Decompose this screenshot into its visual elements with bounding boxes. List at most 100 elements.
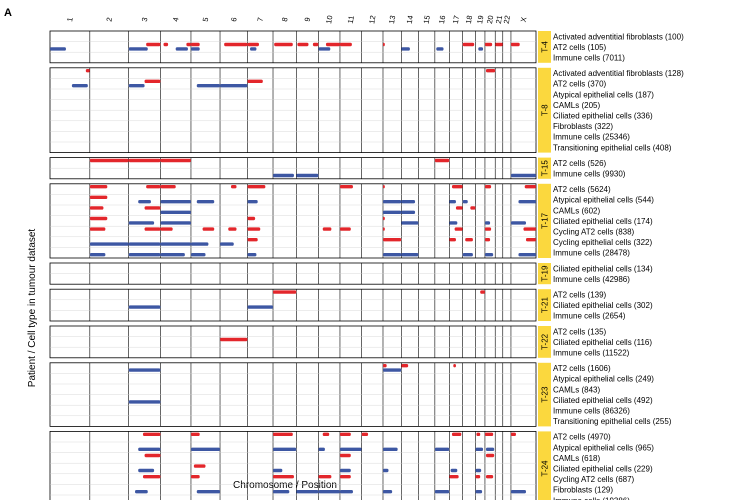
patient-block-border [49,430,537,500]
cell-type-row-label: Immune cells (2654) [553,312,626,321]
chromosome-tick-label: 18 [464,15,474,25]
loss-segment [484,253,494,257]
chromosome-tick-label: 17 [451,15,461,25]
cell-type-row-label: CAMLs (205) [553,101,600,110]
loss-segment [382,447,398,451]
loss-segment [339,468,351,473]
loss-segment [89,242,129,246]
cell-type-row-label: CAMLs (618) [553,454,600,463]
loss-segment [484,221,491,225]
patient-label-strip [538,431,551,500]
gain-segment [453,364,456,368]
gain-segment [525,238,536,242]
loss-segment [449,221,458,225]
gain-segment [202,227,215,231]
gain-segment [449,475,459,479]
chromosome-tick-label: X [519,16,529,23]
loss-segment [128,305,161,309]
gain-segment [247,227,261,231]
loss-segment [128,368,161,372]
loss-segment [138,200,151,204]
patient-block-border [49,183,537,259]
patient-id-label: T-24 [541,460,550,477]
loss-segment [382,490,393,494]
gain-segment [89,195,108,199]
chromosome-tick-label: 19 [475,15,485,25]
gain-segment [325,42,340,47]
loss-segment [273,447,297,451]
loss-segment [475,447,484,451]
loss-segment [510,173,536,178]
cell-type-row-label: Ciliated epithelial cells (229) [553,465,653,474]
gain-segment [228,227,237,231]
loss-segment [339,490,353,494]
gain-segment [495,42,503,47]
gain-segment [451,432,462,436]
gain-segment [273,290,297,294]
cell-type-row-label: Ciliated epithelial cells (174) [553,217,653,226]
chromosome-tick-label: 2 [104,17,114,23]
gain-segment [273,475,294,479]
loss-segment [160,253,185,257]
loss-segment [382,253,402,257]
loss-segment [296,490,319,494]
chromosome-tick-label: 16 [437,15,447,25]
loss-segment [247,305,274,309]
loss-segment [485,447,495,451]
loss-segment [175,47,188,51]
loss-segment [138,447,161,451]
loss-segment [128,221,155,225]
patient-label-strip [538,183,551,258]
cell-type-row-label: Immune cells (28478) [553,249,630,258]
chromosome-tick-label: 5 [201,17,211,23]
gain-segment [193,464,206,468]
gain-segment [247,238,258,242]
gain-segment [144,206,161,210]
loss-segment [436,47,444,51]
gain-segment [273,432,293,436]
loss-segment [382,468,389,473]
patient-id-label: T-17 [541,212,550,229]
gain-segment [470,206,476,210]
loss-segment [138,468,155,473]
loss-segment [190,253,206,257]
gain-segment [247,185,266,189]
cell-type-row-label: CAMLs (843) [553,385,600,394]
gain-segment [274,42,293,47]
loss-segment [318,490,340,494]
loss-segment [196,490,221,494]
gain-segment [382,42,385,47]
gain-segment [523,227,536,231]
gain-segment [524,185,536,189]
cell-type-row-label: Immune cells (7011) [553,54,625,63]
chromosome-tick-label: 20 [485,15,495,25]
gain-segment [465,238,473,242]
gain-segment [476,432,481,436]
loss-segment [50,47,66,51]
gain-segment [312,42,319,47]
loss-segment [160,221,191,225]
gain-segment [462,42,475,47]
cell-type-row-label: Transitioning epithelial cells (255) [553,417,672,426]
gain-segment [382,185,385,189]
gain-segment [89,206,104,210]
loss-segment [382,368,402,372]
gain-segment [160,158,191,163]
gain-segment [190,432,200,436]
gain-segment [160,185,176,189]
gain-segment [231,185,237,189]
chromosome-tick-label: 11 [346,15,356,24]
cell-type-row-label: AT2 cells (105) [553,43,607,52]
loss-segment [220,242,234,246]
loss-segment [382,210,402,214]
cell-type-row-label: CAMLs (602) [553,206,600,215]
patient-block-border [49,30,537,64]
loss-segment [450,468,458,473]
chromosome-tick-label: 6 [229,17,239,23]
gain-segment [484,227,492,231]
cell-type-row-label: AT2 cells (370) [553,80,607,89]
patient-label-strip [538,157,551,179]
chromosome-tick-label: 3 [140,17,150,23]
cell-type-row-label: Cycling AT2 cells (838) [553,228,635,237]
loss-segment [518,200,536,204]
